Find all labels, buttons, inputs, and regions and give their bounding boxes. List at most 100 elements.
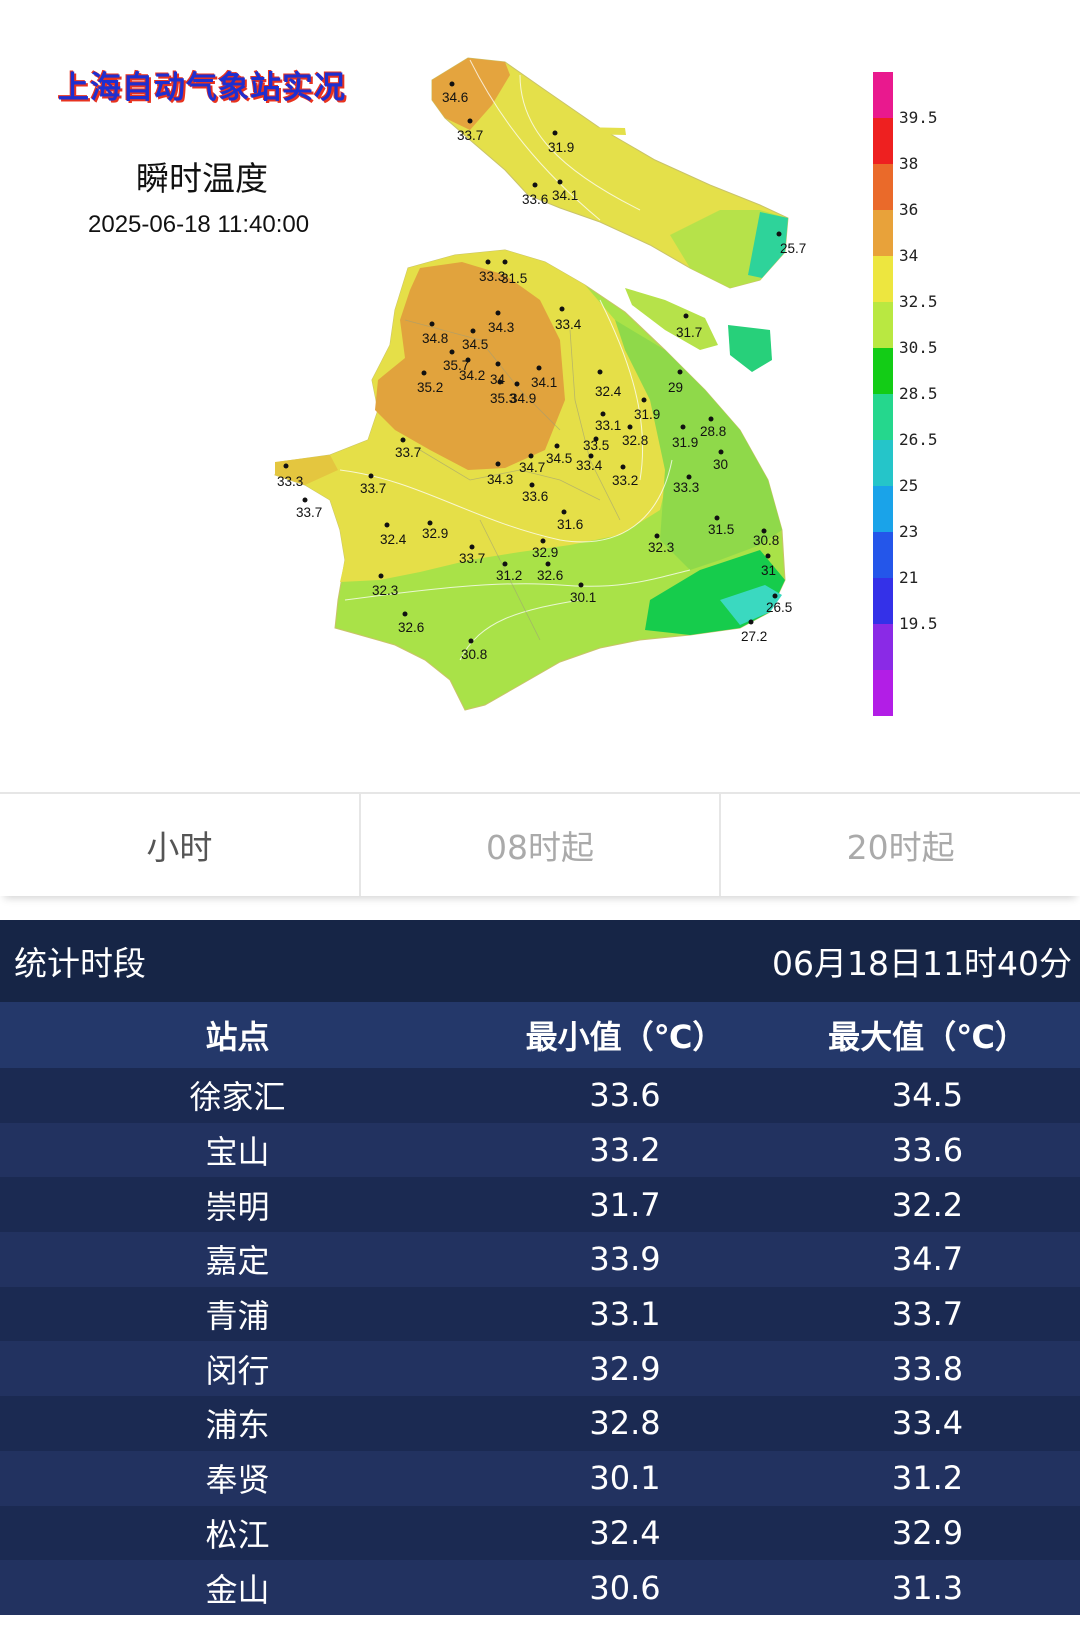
station-value: 33.4 [555,317,582,332]
hot-zone [375,262,565,470]
temperature-map: 34.6 33.7 31.9 33.6 34.1 25.7 33.3 31.5 … [0,0,1080,790]
table-row: 闵行 32.9 33.8 [0,1341,1080,1397]
legend-label: 21 [899,568,918,587]
station-value: 34.1 [531,375,557,390]
max-value: 33.7 [891,1295,964,1334]
map-canvas: 34.6 33.7 31.9 33.6 34.1 25.7 33.3 31.5 … [274,57,938,716]
station-value: 30 [713,457,728,472]
legend-swatch [873,256,893,302]
station-value: 31 [761,563,776,578]
coldest-coast-zone [720,585,782,625]
station-value: 34.5 [546,451,572,466]
station-value: 31.2 [496,568,522,583]
tab-hourly[interactable]: 小时 [0,794,361,896]
station-value: 31.5 [501,271,527,286]
legend-label: 19.5 [899,614,938,633]
station-value: 33.4 [576,458,603,473]
min-value: 30.6 [589,1568,661,1607]
station-value: 35.7 [443,358,469,373]
tab-since-08[interactable]: 08时起 [361,794,722,896]
station-name: 崇明 [205,1187,270,1226]
table-row: 青浦 33.1 33.7 [0,1286,1080,1342]
station-value: 33.2 [612,473,638,488]
min-value: 32.9 [589,1349,661,1388]
map-timestamp: 2025-06-18 11:40:00 [88,211,310,238]
legend-label: 39.5 [899,108,938,127]
station-value: 32.3 [372,583,398,598]
map-subtitle: 瞬时温度 [136,159,268,198]
station-value: 26.5 [766,600,792,615]
station-value: 34 [490,372,506,387]
header-min: 最小值（℃） [525,1018,725,1056]
table-body: 徐家汇 33.6 34.5 宝山 33.2 33.6 崇明 31.7 32.2 嘉定 33.9… [0,1068,1080,1615]
station-name: 松江 [205,1515,270,1554]
table-row: 宝山 33.2 33.6 [0,1122,1080,1178]
station-name: 徐家汇 [189,1078,286,1117]
small-islet [578,127,626,135]
station-value: 34.8 [422,331,448,346]
legend-label: 30.5 [899,338,938,357]
station-value: 32.4 [380,532,407,547]
max-value: 33.6 [891,1131,964,1170]
min-value: 33.6 [589,1076,661,1115]
max-value: 32.9 [891,1513,964,1552]
station-name: 闵行 [205,1351,270,1390]
max-value: 32.2 [891,1185,964,1224]
legend-swatch [873,670,893,716]
station-value: 32.6 [398,620,424,635]
legend-swatch [873,210,893,256]
legend-label: 23 [899,522,918,541]
station-value: 33.7 [459,551,485,566]
min-value: 33.2 [589,1131,661,1170]
station-name: 奉贤 [205,1461,270,1500]
station-value: 25.7 [780,241,806,256]
max-value: 33.8 [891,1349,964,1388]
stats-period-row: 统计时段 06月18日11时40分 [0,920,1080,1002]
station-value: 34.3 [487,472,513,487]
legend-label: 25 [899,476,918,495]
station-value: 32.3 [648,540,674,555]
station-value: 34.5 [462,337,488,352]
station-value: 34.6 [442,90,468,105]
legend-swatch [873,348,893,394]
station-value: 32.9 [422,526,448,541]
min-value: 33.1 [589,1295,661,1334]
station-value: 27.2 [741,629,767,644]
legend-swatch [873,302,893,348]
period-value: 06月18日11时40分 [772,944,1072,983]
station-value: 35.3 [490,391,516,406]
station-markers: 34.6 33.7 31.9 33.6 34.1 25.7 33.3 31.5 … [277,81,806,662]
west-tip-zone [275,455,338,485]
station-value: 33.6 [522,192,548,207]
station-value: 33.3 [673,480,699,495]
max-value: 34.5 [891,1076,964,1115]
color-legend: 39.5 38 36 34 32.5 30.5 28.5 26.5 25 23 21 19.5 [873,72,938,716]
map-title: 上海自动气象站实况 [58,70,346,106]
station-value: 34.7 [519,460,545,475]
changxing-island [625,288,718,350]
station-value: 34.9 [510,391,536,406]
station-name: 宝山 [205,1133,270,1172]
station-value: 31.7 [676,325,702,340]
chongming-cool-zone [748,212,788,278]
station-value: 30.1 [570,590,596,605]
station-value: 33.6 [522,489,548,504]
tab-since-20[interactable]: 20时起 [846,828,955,867]
period-label: 统计时段 [14,944,146,983]
isotherm-lines [339,59,691,661]
station-value: 35.2 [417,380,443,395]
station-value: 29 [668,380,683,395]
station-value: 31.9 [548,140,574,155]
station-value: 32.9 [532,545,558,560]
legend-label: 36 [899,200,918,219]
station-value: 28.8 [700,424,726,439]
station-value: 32.8 [622,433,648,448]
table-row: 嘉定 33.9 34.7 [0,1232,1080,1287]
min-value: 32.8 [589,1404,661,1443]
table-row: 金山 30.6 31.3 [0,1560,1080,1615]
station-name: 嘉定 [205,1242,270,1281]
min-value: 31.7 [589,1185,661,1224]
station-value: 33.7 [395,445,421,460]
table-row: 松江 32.4 32.9 [0,1505,1080,1561]
header-max: 最大值（℃） [828,1018,1027,1056]
